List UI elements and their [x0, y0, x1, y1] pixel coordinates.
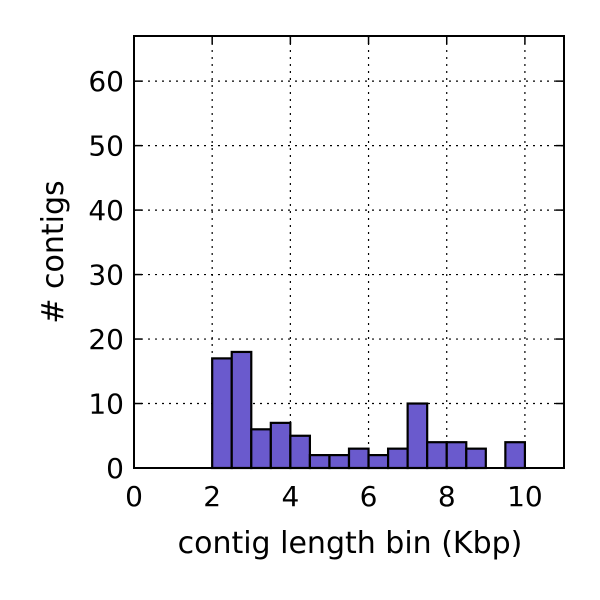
- bar: [250, 428, 272, 470]
- x-axis-label: contig length bin (Kbp): [178, 526, 523, 561]
- y-tick-label: 20: [88, 323, 124, 356]
- x-tick-labels: 0 2 4 6 8 10: [125, 480, 543, 513]
- bar: [211, 357, 233, 470]
- bar: [504, 441, 527, 470]
- bar: [465, 447, 487, 470]
- x-tick-label: 2: [203, 480, 221, 513]
- plot-frame: [133, 35, 565, 469]
- y-tick-label: 10: [88, 388, 124, 421]
- bar: [406, 402, 429, 470]
- y-tick-label: 50: [88, 130, 124, 163]
- bars: [211, 350, 527, 470]
- grid-lines: [134, 36, 564, 468]
- y-tick-label: 30: [88, 259, 124, 292]
- bar: [308, 454, 331, 470]
- bar: [386, 447, 409, 470]
- x-tick-label: 0: [125, 480, 143, 513]
- bar: [289, 434, 312, 470]
- x-tick-label: 4: [281, 480, 299, 513]
- bar: [367, 454, 390, 470]
- bar: [426, 441, 448, 470]
- bar: [445, 441, 468, 470]
- bar: [328, 454, 351, 470]
- tick-marks: [133, 36, 564, 469]
- y-tick-label: 0: [106, 452, 124, 485]
- x-tick-label: 6: [360, 480, 378, 513]
- y-tick-label: 40: [88, 194, 124, 227]
- bar: [269, 421, 292, 470]
- y-tick-labels: 0 10 20 30 40 50 60: [88, 65, 124, 485]
- bar: [347, 447, 370, 470]
- y-tick-label: 60: [88, 65, 124, 98]
- y-axis-label: # contigs: [36, 180, 71, 323]
- x-tick-label: 8: [438, 480, 456, 513]
- bar: [230, 350, 253, 470]
- x-tick-label: 10: [507, 480, 543, 513]
